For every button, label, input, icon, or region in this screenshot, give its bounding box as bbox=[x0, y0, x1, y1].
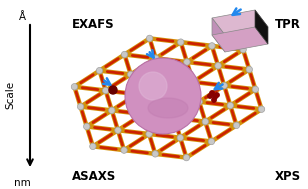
Circle shape bbox=[121, 147, 127, 153]
Circle shape bbox=[134, 91, 140, 98]
Circle shape bbox=[128, 71, 134, 78]
Circle shape bbox=[227, 102, 233, 109]
Polygon shape bbox=[212, 18, 225, 52]
Circle shape bbox=[215, 63, 221, 69]
Circle shape bbox=[183, 154, 190, 161]
Text: nm: nm bbox=[14, 178, 30, 188]
Circle shape bbox=[215, 93, 219, 97]
Text: ASAXS: ASAXS bbox=[72, 170, 116, 183]
Polygon shape bbox=[212, 27, 268, 52]
Circle shape bbox=[177, 39, 184, 45]
Circle shape bbox=[96, 67, 103, 74]
Circle shape bbox=[258, 106, 265, 112]
Circle shape bbox=[115, 127, 121, 133]
Circle shape bbox=[103, 87, 109, 94]
Circle shape bbox=[190, 79, 196, 85]
Circle shape bbox=[83, 123, 90, 130]
Circle shape bbox=[152, 151, 158, 157]
Circle shape bbox=[159, 75, 165, 81]
Circle shape bbox=[212, 98, 216, 102]
Circle shape bbox=[233, 122, 240, 129]
Circle shape bbox=[77, 103, 84, 110]
Circle shape bbox=[240, 46, 246, 53]
Circle shape bbox=[90, 143, 96, 149]
Circle shape bbox=[165, 95, 171, 101]
Circle shape bbox=[208, 138, 215, 145]
Circle shape bbox=[71, 84, 78, 90]
Circle shape bbox=[246, 66, 253, 73]
Text: XPS: XPS bbox=[275, 170, 301, 183]
Circle shape bbox=[184, 59, 190, 65]
Circle shape bbox=[202, 119, 209, 125]
Circle shape bbox=[146, 131, 152, 137]
Polygon shape bbox=[255, 10, 268, 44]
Circle shape bbox=[252, 86, 259, 93]
Circle shape bbox=[139, 72, 167, 100]
Text: EXAFS: EXAFS bbox=[72, 18, 115, 31]
Circle shape bbox=[109, 86, 117, 94]
Circle shape bbox=[121, 51, 128, 58]
Circle shape bbox=[177, 135, 184, 141]
Circle shape bbox=[210, 91, 214, 95]
Text: Scale: Scale bbox=[5, 81, 15, 109]
Ellipse shape bbox=[148, 98, 188, 118]
Text: TPR: TPR bbox=[275, 18, 301, 31]
Circle shape bbox=[196, 98, 202, 105]
Circle shape bbox=[213, 95, 217, 99]
Circle shape bbox=[146, 35, 153, 42]
Polygon shape bbox=[212, 10, 268, 35]
Circle shape bbox=[208, 94, 212, 98]
Circle shape bbox=[221, 82, 227, 89]
Circle shape bbox=[109, 107, 115, 114]
Circle shape bbox=[152, 55, 159, 61]
Circle shape bbox=[140, 111, 146, 117]
Circle shape bbox=[125, 58, 201, 134]
Circle shape bbox=[171, 115, 177, 121]
Circle shape bbox=[209, 43, 215, 49]
Text: Å: Å bbox=[18, 12, 26, 22]
